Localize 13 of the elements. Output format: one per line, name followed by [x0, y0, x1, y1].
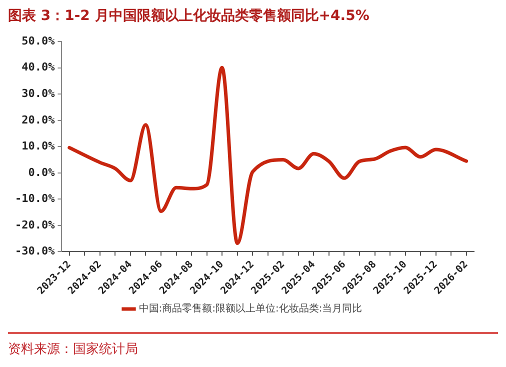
y-tick-label: 10.0%	[22, 140, 56, 153]
y-tick-label: 20.0%	[22, 113, 56, 126]
legend-label: 中国:商品零售额:限额以上单位:化妆品类:当月同比	[138, 302, 362, 315]
text: 资料来源：国家统计局	[8, 332, 498, 358]
y-tick-label: 50.0%	[22, 34, 56, 48]
line-series	[68, 66, 468, 246]
y-tick-label: -30.0%	[14, 244, 56, 258]
y-tick-label: 30.0%	[22, 86, 56, 100]
chart-title: 图表 3：1-2 月中国限额以上化妆品类零售额同比+4.5%	[8, 8, 370, 26]
y-tick-label: 40.0%	[22, 60, 56, 74]
y-tick-label: -10.0%	[14, 192, 56, 206]
y-tick-label: 0.0%	[28, 166, 56, 179]
y-tick-label: -20.0%	[14, 218, 56, 232]
